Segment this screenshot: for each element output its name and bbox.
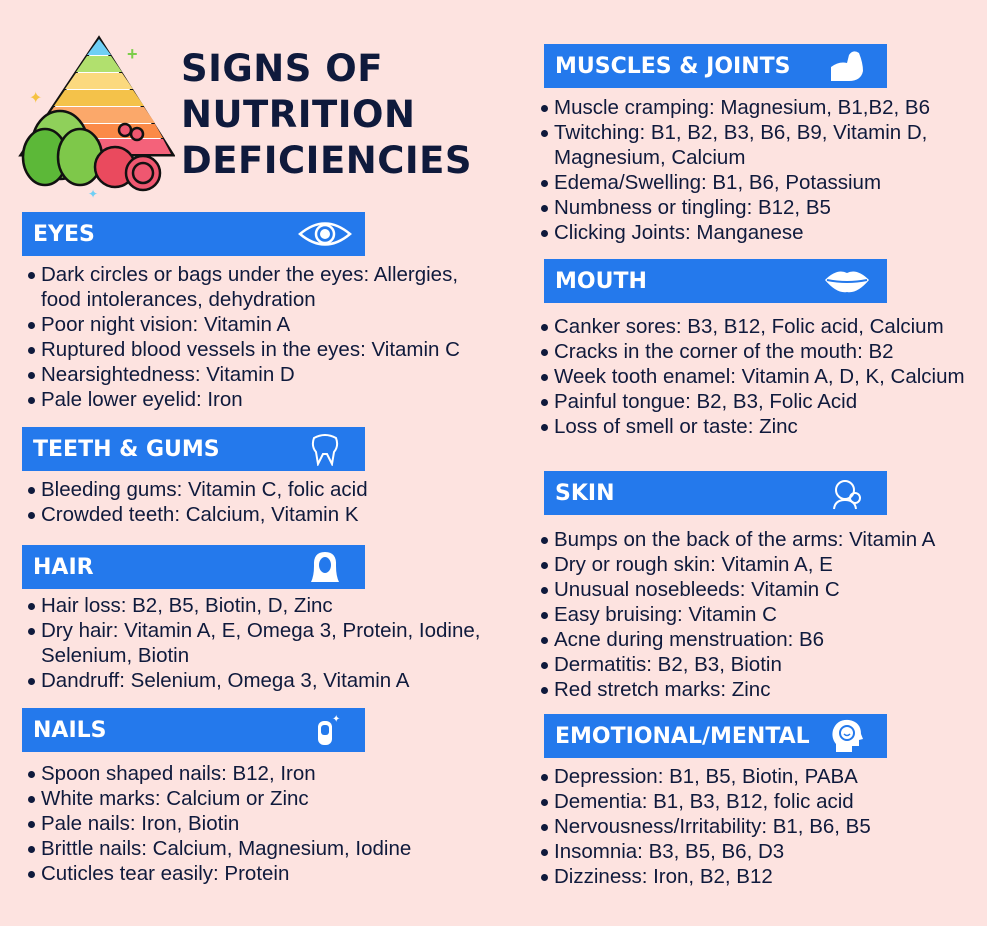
eyes-list: Dark circles or bags under the eyes: All… xyxy=(28,262,503,412)
list-item: Dementia: B1, B3, B12, folic acid xyxy=(541,789,981,814)
section-title: SKIN xyxy=(555,480,615,506)
list-item: Week tooth enamel: Vitamin A, D, K, Calc… xyxy=(541,364,981,389)
list-item: Pale lower eyelid: Iron xyxy=(28,387,503,412)
list-item: Cuticles tear easily: Protein xyxy=(28,861,503,886)
section-header-hair: HAIR xyxy=(22,545,365,589)
section-title: EMOTIONAL/MENTAL xyxy=(555,723,810,749)
teeth-list: Bleeding gums: Vitamin C, folic acid Cro… xyxy=(28,477,503,527)
hair-list: Hair loss: B2, B5, Biotin, D, Zinc Dry h… xyxy=(28,593,503,693)
skin-list: Bumps on the back of the arms: Vitamin A… xyxy=(541,527,981,702)
head-smile-icon xyxy=(819,718,875,754)
list-item: Loss of smell or taste: Zinc xyxy=(541,414,981,439)
list-item: Hair loss: B2, B5, Biotin, D, Zinc xyxy=(28,593,503,618)
list-item: Bumps on the back of the arms: Vitamin A xyxy=(541,527,981,552)
skin-care-icon xyxy=(819,475,875,511)
list-item: Bleeding gums: Vitamin C, folic acid xyxy=(28,477,503,502)
list-item: Ruptured blood vessels in the eyes: Vita… xyxy=(28,337,503,362)
section-title: EYES xyxy=(33,221,95,247)
list-item: Unusual nosebleeds: Vitamin C xyxy=(541,577,981,602)
food-pyramid-illustration: + ✦ ✦ xyxy=(18,35,175,200)
svg-text:✦: ✦ xyxy=(88,187,98,200)
list-item: Numbness or tingling: B12, B5 xyxy=(541,195,981,220)
eye-icon xyxy=(297,216,353,252)
list-item: Dry or rough skin: Vitamin A, E xyxy=(541,552,981,577)
title-line: DEFICIENCIES xyxy=(181,139,473,182)
nails-list: Spoon shaped nails: B12, Iron White mark… xyxy=(28,761,503,886)
nail-icon: ✦ xyxy=(297,712,353,748)
section-title: HAIR xyxy=(33,554,94,580)
list-item: Dry hair: Vitamin A, E, Omega 3, Protein… xyxy=(28,618,503,668)
list-item: Insomnia: B3, B5, B6, D3 xyxy=(541,839,981,864)
section-header-teeth: TEETH & GUMS xyxy=(22,427,365,471)
section-header-emotional: EMOTIONAL/MENTAL xyxy=(544,714,887,758)
list-item: Dizziness: Iron, B2, B12 xyxy=(541,864,981,889)
section-header-mouth: MOUTH xyxy=(544,259,887,303)
hair-icon xyxy=(297,549,353,585)
title-line: NUTRITION xyxy=(181,93,416,136)
section-header-nails: NAILS ✦ xyxy=(22,708,365,752)
list-item: Crowded teeth: Calcium, Vitamin K xyxy=(28,502,503,527)
list-item: Edema/Swelling: B1, B6, Potassium xyxy=(541,170,981,195)
muscle-icon xyxy=(819,48,875,84)
list-item: Pale nails: Iron, Biotin xyxy=(28,811,503,836)
mouth-list: Canker sores: B3, B12, Folic acid, Calci… xyxy=(541,314,981,439)
list-item: Depression: B1, B5, Biotin, PABA xyxy=(541,764,981,789)
section-title: TEETH & GUMS xyxy=(33,436,220,462)
tooth-icon xyxy=(297,431,353,467)
section-title: MOUTH xyxy=(555,268,647,294)
section-title: MUSCLES & JOINTS xyxy=(555,53,791,79)
list-item: White marks: Calcium or Zinc xyxy=(28,786,503,811)
section-header-skin: SKIN xyxy=(544,471,887,515)
page-title: SIGNS OF NUTRITION DEFICIENCIES xyxy=(181,46,472,184)
muscles-list: Muscle cramping: Magnesium, B1,B2, B6 Tw… xyxy=(541,95,981,245)
list-item: Dermatitis: B2, B3, Biotin xyxy=(541,652,981,677)
list-item: Easy bruising: Vitamin C xyxy=(541,602,981,627)
list-item: Poor night vision: Vitamin A xyxy=(28,312,503,337)
list-item: Cracks in the corner of the mouth: B2 xyxy=(541,339,981,364)
list-item: Clicking Joints: Manganese xyxy=(541,220,981,245)
list-item: Red stretch marks: Zinc xyxy=(541,677,981,702)
list-item: Brittle nails: Calcium, Magnesium, Iodin… xyxy=(28,836,503,861)
list-item: Dandruff: Selenium, Omega 3, Vitamin A xyxy=(28,668,503,693)
list-item: Twitching: B1, B2, B3, B6, B9, Vitamin D… xyxy=(541,120,981,170)
list-item: Painful tongue: B2, B3, Folic Acid xyxy=(541,389,981,414)
section-header-eyes: EYES xyxy=(22,212,365,256)
section-title: NAILS xyxy=(33,717,107,743)
list-item: Canker sores: B3, B12, Folic acid, Calci… xyxy=(541,314,981,339)
section-header-muscles: MUSCLES & JOINTS xyxy=(544,44,887,88)
emotional-list: Depression: B1, B5, Biotin, PABA Dementi… xyxy=(541,764,981,889)
lips-icon xyxy=(819,263,875,299)
list-item: Nervousness/Irritability: B1, B6, B5 xyxy=(541,814,981,839)
list-item: Nearsightedness: Vitamin D xyxy=(28,362,503,387)
title-line: SIGNS OF xyxy=(181,47,384,90)
list-item: Acne during menstruation: B6 xyxy=(541,627,981,652)
list-item: Dark circles or bags under the eyes: All… xyxy=(28,262,503,312)
list-item: Muscle cramping: Magnesium, B1,B2, B6 xyxy=(541,95,981,120)
svg-text:+: + xyxy=(127,44,138,64)
svg-text:✦: ✦ xyxy=(29,90,42,107)
svg-text:✦: ✦ xyxy=(332,714,340,725)
list-item: Spoon shaped nails: B12, Iron xyxy=(28,761,503,786)
